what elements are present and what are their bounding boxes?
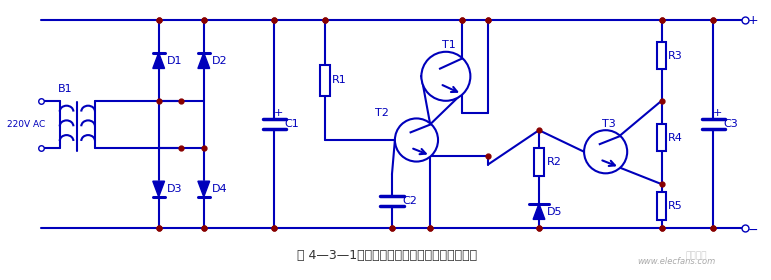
Text: C3: C3 [724, 119, 739, 129]
Text: +: + [274, 108, 283, 118]
Text: D5: D5 [547, 207, 562, 216]
Text: +: + [747, 14, 758, 27]
Polygon shape [533, 204, 545, 220]
Text: T2: T2 [375, 108, 389, 118]
Text: D2: D2 [212, 56, 227, 66]
Text: D3: D3 [167, 184, 182, 194]
Text: +: + [712, 108, 722, 118]
Polygon shape [198, 53, 210, 68]
Text: T1: T1 [442, 40, 456, 50]
Text: 电子发发: 电子发发 [685, 251, 706, 260]
Text: R3: R3 [668, 51, 682, 61]
Text: C2: C2 [402, 196, 417, 206]
Circle shape [395, 118, 438, 162]
Text: 220V AC: 220V AC [7, 120, 45, 129]
Text: www.elecfans.com: www.elecfans.com [637, 257, 715, 266]
Text: C1: C1 [284, 119, 299, 129]
Bar [321, 64, 330, 96]
Text: D4: D4 [212, 184, 227, 194]
Bar [657, 124, 666, 151]
Text: 图 4—3—1：直流稳压电源电路设计初选电路图: 图 4—3—1：直流稳压电源电路设计初选电路图 [297, 249, 477, 262]
Text: D1: D1 [167, 56, 182, 66]
Text: −: − [747, 224, 758, 237]
Text: R1: R1 [332, 75, 346, 85]
Circle shape [584, 130, 627, 173]
Polygon shape [153, 181, 164, 197]
Text: R5: R5 [668, 201, 682, 211]
Text: T3: T3 [601, 119, 615, 129]
Circle shape [422, 52, 470, 101]
Text: R4: R4 [668, 132, 682, 143]
Polygon shape [153, 53, 164, 68]
Text: B1: B1 [59, 84, 73, 94]
Text: R2: R2 [547, 157, 562, 167]
Bar [657, 42, 666, 69]
Bar [657, 192, 666, 220]
Polygon shape [198, 181, 210, 197]
Bar [534, 148, 544, 176]
